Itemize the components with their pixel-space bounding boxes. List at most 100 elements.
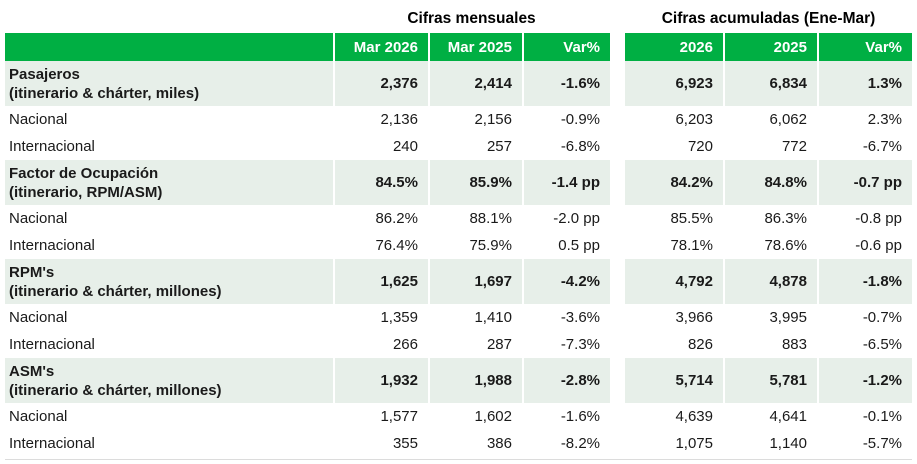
row-label: Nacional (5, 403, 333, 430)
monthly-prior-value: 2,414 (428, 61, 522, 106)
monthly-prior-value: 85.9% (428, 160, 522, 205)
accumulated-prior-value: 4,878 (723, 259, 817, 304)
row-label-title: Nacional (9, 309, 68, 326)
row-label-title: Factor de Ocupación (9, 164, 159, 182)
accumulated-current-value: 6,203 (675, 111, 713, 128)
monthly-prior-value: 2,156 (428, 106, 522, 133)
monthly-current-value: 1,932 (333, 358, 428, 403)
accumulated-current-value: 1,075 (675, 435, 713, 452)
accumulated-prior-value: 1,140 (723, 430, 817, 457)
header-mar-2026: Mar 2026 (333, 33, 428, 61)
monthly-var-value: -2.8% (522, 358, 610, 403)
row-label: ASM's (itinerario & chárter, millones) (5, 358, 333, 403)
accumulated-current-value: 85.5% (670, 210, 713, 227)
row-label-title: Nacional (9, 111, 68, 128)
monthly-current-value: 355 (333, 430, 428, 457)
monthly-var-value: -3.6% (522, 304, 610, 331)
metric-detail-row: Internacional 76.4% 75.9% 0.5 pp 78.1% 78.6% -… (5, 232, 912, 259)
row-label-title: ASM's (9, 362, 55, 380)
row-label-subtitle: (itinerario & chárter, millones) (9, 282, 222, 300)
section-titles-row: Cifras mensuales Cifras acumuladas (Ene-… (5, 4, 912, 30)
metric-section-row: Pasajeros (itinerario & chárter, miles) 2,… (5, 61, 912, 106)
accumulated-current-value: 84.2% (625, 160, 723, 205)
row-label: Nacional (5, 106, 333, 133)
accumulated-prior-value: 6,062 (723, 106, 817, 133)
header-2026: 2026 (625, 33, 723, 61)
column-group-gap (610, 403, 625, 430)
row-label: Nacional (5, 304, 333, 331)
row-label: Internacional (5, 430, 333, 457)
monthly-var-value: -6.8% (522, 133, 610, 160)
column-group-gap (610, 358, 625, 403)
column-group-gap (610, 232, 625, 259)
metric-detail-row: Internacional 266 287 -7.3% 826 883 -6.5% (5, 331, 912, 358)
accumulated-var-value: -0.6 pp (817, 232, 912, 259)
column-group-gap (610, 259, 625, 304)
column-group-gap (610, 61, 625, 106)
monthly-var-value: -1.4 pp (522, 160, 610, 205)
row-label: RPM's (itinerario & chárter, millones) (5, 259, 333, 304)
monthly-var-value: -4.2% (522, 259, 610, 304)
header-monthly-var: Var% (522, 33, 610, 61)
accumulated-current-value: 4,792 (625, 259, 723, 304)
column-group-gap (610, 430, 625, 457)
accumulated-prior-value: 4,641 (723, 403, 817, 430)
accumulated-var-value: -1.8% (817, 259, 912, 304)
row-label-title: Pasajeros (9, 65, 80, 83)
monthly-current-value: 2,376 (333, 61, 428, 106)
monthly-var-value: -8.2% (522, 430, 610, 457)
accumulated-var-value: -0.7% (817, 304, 912, 331)
monthly-current-value: 76.4% (333, 232, 428, 259)
monthly-prior-value: 1,697 (428, 259, 522, 304)
accumulated-current-value: 720 (687, 138, 713, 155)
monthly-var-value: -7.3% (522, 331, 610, 358)
accumulated-prior-value: 84.8% (723, 160, 817, 205)
header-mar-2025: Mar 2025 (428, 33, 522, 61)
metric-section-row: ASM's (itinerario & chárter, millones) 1,9… (5, 358, 912, 403)
title-spacer (5, 4, 333, 30)
row-label-subtitle: (itinerario & chárter, miles) (9, 84, 200, 102)
accumulated-var-value: -6.7% (817, 133, 912, 160)
accumulated-current-value: 4,639 (675, 408, 713, 425)
accumulated-prior-value: 86.3% (723, 205, 817, 232)
row-label-title: Internacional (9, 237, 95, 254)
monthly-current-value: 2,136 (333, 106, 428, 133)
metric-detail-row: Internacional 240 257 -6.8% 720 772 -6.7% (5, 133, 912, 160)
row-label-title: Nacional (9, 210, 68, 227)
metric-section-row: Factor de Ocupación (itinerario, RPM/ASM)… (5, 160, 912, 205)
accumulated-var-value: -0.7 pp (817, 160, 912, 205)
monthly-current-value: 1,359 (333, 304, 428, 331)
header-label-cell (5, 33, 333, 61)
row-label-subtitle: (itinerario & chárter, millones) (9, 381, 222, 399)
row-label: Pasajeros (itinerario & chárter, miles) (5, 61, 333, 106)
row-label-title: Nacional (9, 408, 68, 425)
metric-detail-row: Nacional 2,136 2,156 -0.9% 6,203 6,062 2.3% (5, 106, 912, 133)
accumulated-current-value: 6,923 (625, 61, 723, 106)
monthly-section-title: Cifras mensuales (407, 10, 536, 27)
accumulated-var-value: -0.1% (817, 403, 912, 430)
accumulated-prior-value: 3,995 (723, 304, 817, 331)
monthly-current-value: 86.2% (333, 205, 428, 232)
row-label: Internacional (5, 331, 333, 358)
table-body: Pasajeros (itinerario & chárter, miles) 2,… (5, 61, 912, 457)
monthly-current-value: 84.5% (333, 160, 428, 205)
accumulated-current-value: 3,966 (675, 309, 713, 326)
metric-detail-row: Nacional 1,359 1,410 -3.6% 3,966 3,995 -0.7% (5, 304, 912, 331)
monthly-prior-value: 1,410 (428, 304, 522, 331)
accumulated-prior-value: 6,834 (723, 61, 817, 106)
accumulated-var-value: -1.2% (817, 358, 912, 403)
monthly-prior-value: 257 (428, 133, 522, 160)
accumulated-prior-value: 78.6% (723, 232, 817, 259)
row-label-title: RPM's (9, 263, 55, 281)
column-group-gap (610, 133, 625, 160)
header-accumulated-var: Var% (817, 33, 912, 61)
monthly-prior-value: 88.1% (428, 205, 522, 232)
row-label-subtitle: (itinerario, RPM/ASM) (9, 183, 163, 201)
accumulated-current-value: 78.1% (670, 237, 713, 254)
accumulated-prior-value: 772 (723, 133, 817, 160)
metric-detail-row: Nacional 1,577 1,602 -1.6% 4,639 4,641 -0.1% (5, 403, 912, 430)
accumulated-prior-value: 5,781 (723, 358, 817, 403)
monthly-prior-value: 1,602 (428, 403, 522, 430)
accumulated-var-value: -6.5% (817, 331, 912, 358)
row-label: Internacional (5, 232, 333, 259)
